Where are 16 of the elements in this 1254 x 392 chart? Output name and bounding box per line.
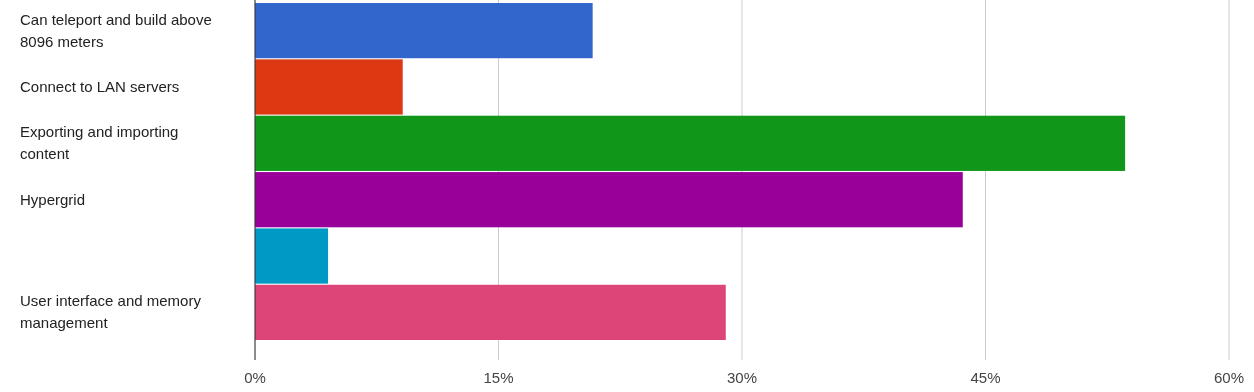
y-tick-label: User interface and memory management xyxy=(20,292,202,332)
x-tick-label: 60% xyxy=(1213,369,1245,386)
y-tick-label: Exporting and importing content xyxy=(20,123,179,163)
x-tick-label: 0% xyxy=(244,369,266,386)
x-tick-label: 45% xyxy=(970,369,1001,386)
x-tick-label: 30% xyxy=(726,369,758,386)
bar xyxy=(255,228,329,284)
bar xyxy=(255,284,726,340)
bar xyxy=(255,115,1126,171)
bar xyxy=(255,172,963,228)
bar xyxy=(255,59,403,115)
y-tick-label: Can teleport and build above 8096 meters xyxy=(20,10,212,50)
bar xyxy=(255,3,593,59)
y-tick-label: Hypergrid xyxy=(20,190,86,208)
x-tick-label: 15% xyxy=(483,369,514,386)
y-tick-label: Connect to LAN servers xyxy=(20,77,180,95)
